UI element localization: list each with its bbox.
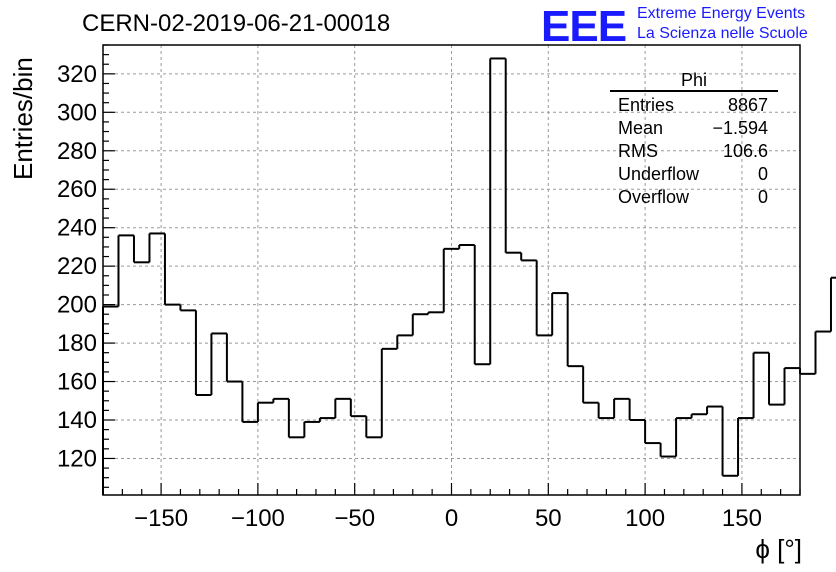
stats-label: Underflow [618,164,700,184]
stats-label: Overflow [618,187,690,207]
y-tick-label: 320 [57,61,97,88]
grid-lines [103,45,800,495]
x-tick-label: −100 [231,505,285,532]
x-axis-ticks: −150 −100 −50 0 50 100 150 [102,483,801,532]
stats-label: Mean [618,118,664,138]
y-tick-label: 180 [57,330,97,357]
y-tick-label: 240 [57,215,97,242]
stats-box: Phi Entries 8867 Mean −1.594 RMS 106.6 U… [610,70,778,209]
eee-logo: EEE [541,2,627,51]
y-tick-label: 140 [57,407,97,434]
y-tick-label: 160 [57,369,97,396]
stats-value: 0 [757,187,768,207]
y-tick-label: 260 [57,176,97,203]
stats-label: Entries [618,95,675,115]
stats-value: −1.594 [712,118,768,138]
y-tick-label: 220 [57,253,97,280]
y-tick-label: 300 [57,99,97,126]
y-tick-label: 120 [57,445,97,472]
x-tick-label: 100 [625,505,665,532]
x-tick-label: −150 [134,505,188,532]
stats-box-title: Phi [610,70,778,92]
y-axis-ticks: 120 140 160 180 200 220 240 260 280 300 320 [57,44,115,488]
stats-row-rms: RMS 106.6 [610,140,778,163]
x-tick-label: 0 [445,505,458,532]
stats-row-underflow: Underflow 0 [610,163,778,186]
x-tick-label: 50 [535,505,562,532]
stats-row-entries: Entries 8867 [610,94,778,117]
x-axis-label: ϕ [°] [755,534,802,564]
y-tick-label: 280 [57,138,97,165]
logo-line-2: La Scienza nelle Scuole [637,25,808,42]
stats-value: 0 [757,164,768,184]
x-tick-label: −50 [334,505,375,532]
stats-value: 106.6 [722,141,768,161]
stats-value: 8867 [727,95,768,115]
histogram-steps [102,57,836,495]
x-tick-label: 150 [722,505,762,532]
stats-row-overflow: Overflow 0 [610,186,778,209]
y-tick-label: 200 [57,292,97,319]
y-axis-label: Entries/bin [8,57,38,180]
logo-line-1: Extreme Energy Events [637,5,806,22]
stats-label: RMS [618,141,658,161]
stats-row-mean: Mean −1.594 [610,117,778,140]
chart-title: CERN-02-2019-06-21-00018 [82,10,391,37]
